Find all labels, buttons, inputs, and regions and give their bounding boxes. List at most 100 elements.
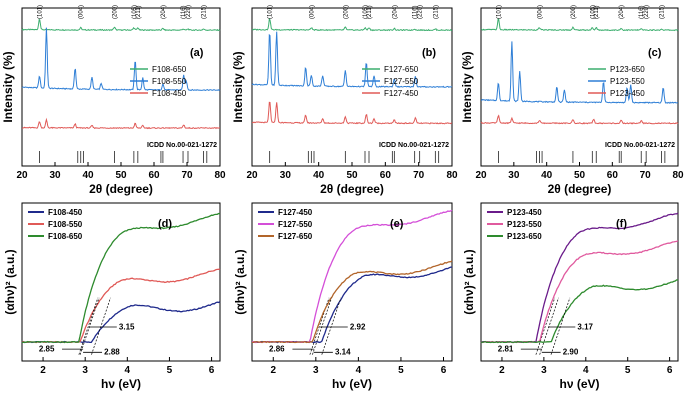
panel-tag: (c)	[648, 47, 662, 59]
xrd-panel-b: 20 30 40 50 60 70 80 ICDD No.00-021-1272 (101) (0…	[231, 5, 458, 196]
xrd-series-line	[480, 18, 679, 32]
x-tick-label: 5	[625, 365, 631, 376]
legend-entry: F108-550	[48, 220, 83, 229]
peak-label: (220)	[418, 5, 424, 19]
x-axis-title: 2θ (degree)	[548, 182, 612, 196]
bandgap-value: 2.90	[563, 348, 579, 357]
x-tick-label: 70	[413, 170, 425, 181]
x-tick-label: 20	[475, 170, 487, 181]
x-tick-label: 2	[499, 365, 505, 376]
bandgap-value: 3.15	[119, 322, 135, 331]
peak-label: (220)	[186, 5, 192, 19]
peak-label: (215)	[202, 5, 208, 19]
legend-entry: F127-550	[278, 220, 313, 229]
uv-series-line	[480, 279, 679, 344]
x-tick-label: 30	[280, 170, 292, 181]
panel-tag: (a)	[190, 47, 204, 59]
uv-panel-d: 2 3 4 5 6 3.15 2.85 2.88 (d) F108-450 F108-550 F108…	[3, 202, 221, 391]
x-tick-label: 30	[49, 170, 61, 181]
tangent-line	[321, 297, 342, 355]
peak-label: (101)	[496, 5, 502, 19]
bandgap-value: 3.17	[577, 322, 593, 331]
legend-entry: F108-450	[152, 89, 187, 98]
x-tick-label: 6	[667, 365, 673, 376]
legend-entry: F127-550	[384, 77, 419, 86]
bandgap-value: 2.85	[39, 345, 55, 354]
x-tick-label: 80	[214, 170, 226, 181]
x-axis-title: 2θ (degree)	[320, 182, 384, 196]
peak-label: (220)	[644, 5, 650, 19]
y-axis-title: (αhν)² (a.u.)	[462, 249, 476, 314]
x-tick-label: 5	[167, 365, 173, 376]
x-tick-label: 80	[446, 170, 458, 181]
peak-label: (004)	[537, 5, 543, 19]
tangent-line	[312, 297, 332, 355]
x-axis-title: hν (eV)	[101, 377, 141, 391]
x-tick-label: 50	[115, 170, 127, 181]
x-tick-label: 50	[574, 170, 586, 181]
icdd-label: ICDD No.00-021-1272	[605, 142, 675, 149]
x-tick-label: 40	[541, 170, 553, 181]
x-tick-label: 4	[583, 365, 589, 376]
x-tick-label: 6	[209, 365, 215, 376]
peak-label: (204)	[161, 5, 167, 19]
x-tick-label: 30	[508, 170, 520, 181]
xrd-series-line	[251, 31, 453, 88]
legend-entry: P123-650	[507, 232, 542, 241]
uv-panel-f: 2 3 4 5 6 3.17 2.81 2.90 (f) P123-450 P123-550 P123…	[462, 202, 679, 391]
x-axis-title: hν (eV)	[559, 377, 599, 391]
tangent-line	[79, 297, 100, 355]
tangent-line	[78, 297, 99, 355]
peak-label: (215)	[433, 5, 439, 19]
uv-series-line	[21, 268, 221, 344]
legend-entry: F127-450	[278, 208, 313, 217]
peak-label: (105)	[132, 5, 138, 19]
peak-label: (101)	[37, 5, 43, 19]
x-tick-label: 50	[346, 170, 358, 181]
x-tick-label: 3	[313, 365, 319, 376]
uv-panel-e: 2 3 4 5 6 2.92 2.86 3.14 (e) F127-450 F127-550 F127…	[233, 202, 453, 391]
tangent-line	[535, 297, 556, 355]
bandgap-value: 2.92	[350, 322, 366, 331]
legend-entry: P123-550	[507, 220, 542, 229]
tangent-line	[91, 297, 111, 355]
icdd-label: ICDD No.00-021-1272	[147, 142, 217, 149]
legend-entry: F108-550	[152, 77, 187, 86]
legend-entry: F108-650	[152, 65, 187, 74]
legend-entry: P123-450	[610, 89, 645, 98]
x-tick-label: 6	[441, 365, 447, 376]
plot-frame	[251, 202, 453, 362]
legend-entry: F108-650	[48, 232, 83, 241]
peak-label: (116)	[181, 5, 187, 19]
uv-series-line	[21, 212, 221, 344]
xrd-series-line	[481, 41, 679, 104]
y-axis-title: Intensity (%)	[231, 51, 245, 122]
xrd-panel-c: 20 30 40 50 60 70 80 ICDD No.00-021-1272 (101) (0…	[460, 5, 684, 196]
x-tick-label: 4	[125, 365, 131, 376]
x-tick-label: 2	[40, 365, 46, 376]
legend-entry: F127-650	[384, 65, 419, 74]
peak-label: (004)	[79, 5, 85, 19]
x-tick-label: 3	[82, 365, 88, 376]
peak-label: (215)	[660, 5, 666, 19]
legend-entry: P123-650	[610, 65, 645, 74]
xrd-series-line	[251, 101, 452, 125]
peak-label: (204)	[392, 5, 398, 19]
tangent-line	[550, 297, 571, 355]
xrd-series-line	[21, 27, 221, 92]
y-axis-title: (αhν)² (a.u.)	[3, 249, 17, 314]
plot-frame	[480, 202, 679, 362]
legend-entry: F108-450	[48, 208, 83, 217]
bandgap-value: 3.14	[335, 348, 351, 357]
x-tick-label: 60	[607, 170, 619, 181]
peak-label: (105)	[363, 5, 369, 19]
panel-tag: (f)	[616, 218, 627, 230]
x-tick-label: 3	[541, 365, 547, 376]
x-tick-label: 40	[313, 170, 325, 181]
peak-label: (211)	[594, 5, 600, 19]
peak-label: (116)	[413, 5, 419, 19]
bandgap-value: 2.88	[104, 348, 120, 357]
x-tick-label: 2	[270, 365, 276, 376]
x-tick-label: 70	[181, 170, 193, 181]
peak-label: (101)	[268, 5, 274, 19]
